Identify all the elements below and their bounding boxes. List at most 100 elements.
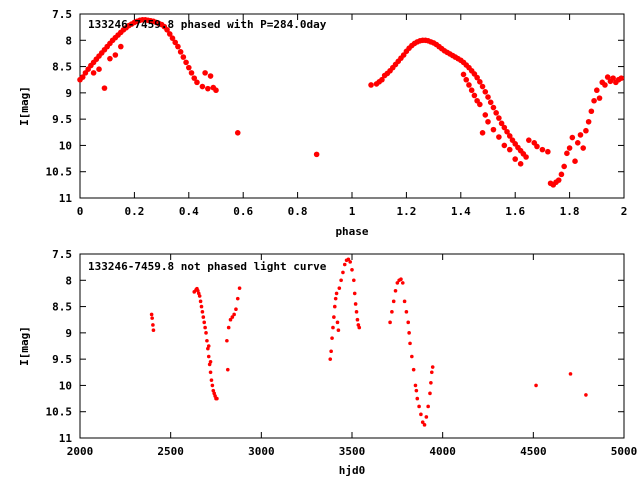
top-data-point <box>90 70 97 76</box>
bottom-data-point <box>208 359 213 364</box>
bottom-data-point <box>205 338 209 343</box>
bottom-data-point <box>353 302 358 306</box>
bottom-data-point <box>225 367 230 372</box>
bottom-data-point <box>232 312 236 317</box>
top-data-point <box>558 171 565 178</box>
bottom-data-point <box>203 325 207 330</box>
bottom-data-point <box>337 286 342 290</box>
top-data-point <box>526 137 532 143</box>
bottom-data-point <box>428 391 432 396</box>
top-x-tick-label: 2 <box>621 205 628 218</box>
bottom-y-tick-label: 10 <box>59 379 72 392</box>
bottom-data-point <box>346 257 351 262</box>
top-data-points <box>77 16 625 188</box>
bottom-data-point <box>230 315 235 319</box>
bottom-y-tick-label: 7.5 <box>52 248 72 261</box>
top-data-point <box>379 76 385 83</box>
bottom-data-point <box>390 310 394 314</box>
bottom-data-point <box>357 325 362 330</box>
bottom-x-tick-label: 3500 <box>339 445 366 458</box>
bottom-data-point <box>206 344 211 348</box>
bottom-x-tick-label: 2500 <box>157 445 184 458</box>
top-data-point <box>169 35 176 41</box>
top-y-tick-label: 10.5 <box>46 166 73 179</box>
top-data-point <box>504 128 510 135</box>
top-data-point <box>583 127 589 134</box>
top-data-point <box>112 52 119 58</box>
bottom-data-point <box>426 404 430 409</box>
top-y-tick-label: 10 <box>59 139 72 152</box>
top-data-point <box>545 148 551 155</box>
top-data-point <box>490 126 497 133</box>
top-data-point <box>479 130 486 136</box>
bottom-data-point <box>388 320 392 325</box>
bottom-data-point <box>429 370 434 375</box>
bottom-data-point <box>422 423 427 427</box>
top-data-point <box>101 85 108 91</box>
top-data-point <box>512 156 518 162</box>
bottom-data-point <box>534 383 538 388</box>
top-data-point <box>183 59 189 66</box>
bottom-y-axis-label: I[mag] <box>18 326 31 366</box>
top-data-point <box>485 94 491 100</box>
top-data-point <box>596 95 603 101</box>
top-data-point <box>555 177 562 183</box>
bottom-data-point <box>151 328 156 333</box>
top-data-point <box>482 89 489 95</box>
bottom-data-point <box>206 354 211 359</box>
bottom-data-point <box>352 278 356 283</box>
bottom-x-ticks: 2000 2500 3000 3500 4000 4500 5000 <box>67 254 637 458</box>
bottom-data-point <box>413 383 418 388</box>
top-data-point <box>471 92 478 99</box>
top-data-point <box>534 143 540 150</box>
top-x-tick-label: 0.2 <box>124 205 144 218</box>
top-data-point <box>493 110 499 116</box>
bottom-plot-frame <box>79 253 625 439</box>
top-data-point <box>602 82 608 88</box>
bottom-data-point <box>350 267 354 272</box>
top-data-point <box>498 120 505 127</box>
bottom-data-point <box>151 323 155 327</box>
top-data-point <box>574 140 581 146</box>
bottom-data-point <box>419 412 423 417</box>
bottom-y-tick-label: 11 <box>59 432 73 445</box>
bottom-data-point <box>342 262 347 267</box>
top-data-point <box>588 108 595 115</box>
top-data-point <box>460 71 467 78</box>
bottom-data-point <box>391 299 396 304</box>
top-data-point <box>474 74 480 81</box>
top-data-point <box>564 150 570 157</box>
bottom-data-point <box>395 281 400 285</box>
bottom-data-point <box>215 396 219 401</box>
bottom-data-point <box>332 315 336 319</box>
bottom-data-point <box>420 420 425 425</box>
bottom-data-point <box>407 331 411 335</box>
top-data-point <box>313 151 320 158</box>
bottom-x-axis-label: hjd0 <box>339 464 366 477</box>
bottom-data-point <box>198 299 203 304</box>
bottom-data-point <box>354 310 359 314</box>
top-data-point <box>177 49 184 55</box>
top-data-point <box>482 112 489 118</box>
top-data-point <box>566 145 573 151</box>
top-data-point <box>194 79 200 86</box>
top-data-point <box>118 43 124 50</box>
top-x-tick-label: 0.4 <box>179 205 199 218</box>
top-data-point <box>477 101 483 108</box>
bottom-data-point <box>208 370 213 375</box>
bottom-x-tick-label: 4000 <box>429 445 456 458</box>
bottom-data-point <box>355 317 360 322</box>
bottom-data-point <box>430 365 435 369</box>
bottom-data-point <box>424 415 429 419</box>
top-data-point <box>585 118 592 125</box>
top-data-point <box>496 115 502 121</box>
top-y-tick-label: 9 <box>65 87 72 100</box>
top-y-ticks: 7.5 8 8.5 9 9.5 10 10.5 11 <box>46 8 624 205</box>
top-x-tick-label: 0.8 <box>288 205 308 218</box>
top-data-point <box>523 154 529 160</box>
top-data-point <box>188 70 195 76</box>
top-data-point <box>164 26 170 33</box>
bottom-data-point <box>210 383 215 388</box>
top-data-point <box>175 43 181 50</box>
